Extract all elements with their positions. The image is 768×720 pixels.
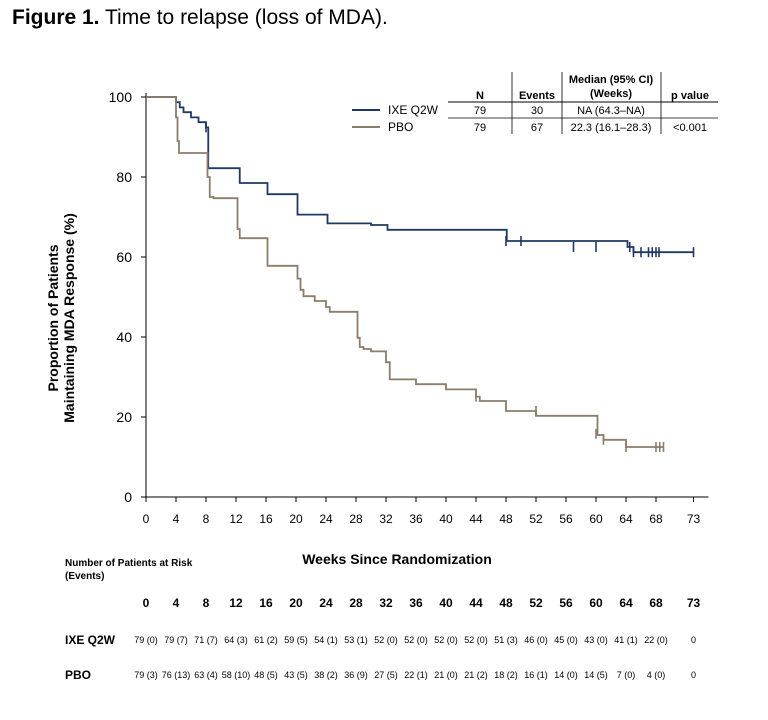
y-tick-label: 80 — [116, 169, 132, 185]
x-tick-label: 52 — [529, 512, 543, 526]
x-tick-label: 12 — [229, 512, 243, 526]
figure-label: Figure 1. — [12, 6, 100, 29]
legend-events: 67 — [531, 122, 543, 134]
legend-label: PBO — [388, 120, 413, 134]
x-tick-label: 68 — [649, 512, 663, 526]
x-tick-label: 20 — [289, 512, 303, 526]
x-tick-label: 16 — [259, 512, 273, 526]
series-group — [146, 96, 695, 258]
legend-header-median-unit: (Weeks) — [590, 88, 632, 100]
x-tick-label: 56 — [559, 512, 573, 526]
y-tick-label: 0 — [124, 489, 132, 505]
x-tick-label: 0 — [143, 512, 150, 526]
x-axis-label: Weeks Since Randomization — [302, 551, 492, 567]
y-tick-label: 20 — [116, 409, 132, 425]
legend-header-n: N — [476, 90, 484, 102]
y-tick-label: 100 — [109, 89, 133, 105]
legend-p: <0.001 — [673, 122, 707, 134]
legend-header-p: p value — [671, 90, 709, 102]
x-tick-label: 73 — [687, 512, 701, 526]
series-line — [146, 96, 664, 448]
legend-header-events: Events — [519, 90, 555, 102]
series-group — [146, 96, 665, 452]
y-axis-label-line2: Maintaining MDA Response (%) — [61, 213, 77, 423]
y-tick-label: 40 — [116, 329, 132, 345]
legend-n: 79 — [474, 105, 486, 117]
legend-events: 30 — [531, 105, 543, 117]
x-tick-label: 24 — [319, 512, 333, 526]
x-tick-label: 4 — [173, 512, 180, 526]
y-tick-label: 60 — [116, 249, 132, 265]
x-tick-label: 40 — [439, 512, 453, 526]
figure-title: Figure 1. Time to relapse (loss of MDA). — [12, 6, 388, 30]
x-tick-label: 32 — [379, 512, 393, 526]
x-tick-label: 60 — [589, 512, 603, 526]
x-tick-label: 48 — [499, 512, 513, 526]
series-line — [146, 96, 694, 254]
series-layer — [146, 96, 695, 452]
legend-median: 22.3 (16.1–28.3) — [571, 122, 652, 134]
x-tick-label: 8 — [203, 512, 210, 526]
x-tick-label: 64 — [619, 512, 633, 526]
x-tick-label: 28 — [349, 512, 363, 526]
legend-n: 79 — [474, 122, 486, 134]
legend-median: NA (64.3–NA) — [577, 105, 645, 117]
legend-label: IXE Q2W — [388, 103, 439, 117]
x-tick-label: 36 — [409, 512, 423, 526]
y-axis-label-line1: Proportion of Patients — [45, 244, 61, 391]
legend-table: N Events Median (95% CI) (Weeks) p value IXE … — [352, 72, 718, 134]
legend-header-median: Median (95% CI) — [569, 74, 654, 86]
x-tick-label: 44 — [469, 512, 483, 526]
figure-caption: Time to relapse (loss of MDA). — [105, 6, 388, 29]
